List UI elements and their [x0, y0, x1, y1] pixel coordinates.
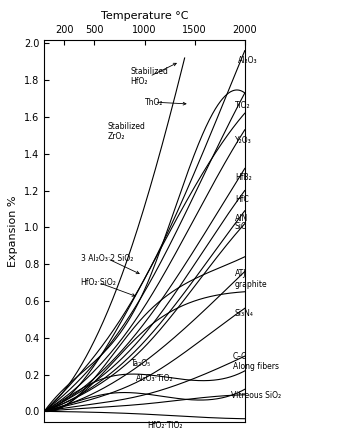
Text: Al₂O₃·TiO₂: Al₂O₃·TiO₂ [136, 374, 173, 383]
Text: Stabilized
ZrO₂: Stabilized ZrO₂ [107, 122, 146, 141]
Text: SiC: SiC [235, 222, 247, 231]
Text: Si₃N₄: Si₃N₄ [235, 309, 254, 318]
Y-axis label: Expansion %: Expansion % [8, 195, 18, 267]
Text: Al₂O₃: Al₂O₃ [238, 56, 257, 66]
Text: HfO₂·SiO₂: HfO₂·SiO₂ [81, 278, 116, 287]
Text: ThO₂: ThO₂ [145, 98, 164, 106]
Text: TiO₂: TiO₂ [235, 101, 250, 110]
Text: Stabilized
HfO₂: Stabilized HfO₂ [131, 67, 168, 86]
Text: C–C
Along fibers: C–C Along fibers [233, 352, 279, 371]
Text: HfC: HfC [235, 195, 249, 204]
Text: Vitreous SiO₂: Vitreous SiO₂ [231, 391, 281, 400]
X-axis label: Temperature °C: Temperature °C [101, 11, 188, 21]
Text: Y₂O₃: Y₂O₃ [235, 136, 252, 145]
Text: HfO₂·TiO₂: HfO₂·TiO₂ [147, 421, 182, 430]
Text: Ta₂O₅: Ta₂O₅ [131, 359, 152, 368]
Text: HfB₂: HfB₂ [235, 173, 252, 182]
Text: 3 Al₂O₃·2 SiO₂: 3 Al₂O₃·2 SiO₂ [81, 254, 134, 263]
Text: ATJ
graphite: ATJ graphite [235, 269, 267, 289]
Text: AlN: AlN [235, 213, 248, 223]
